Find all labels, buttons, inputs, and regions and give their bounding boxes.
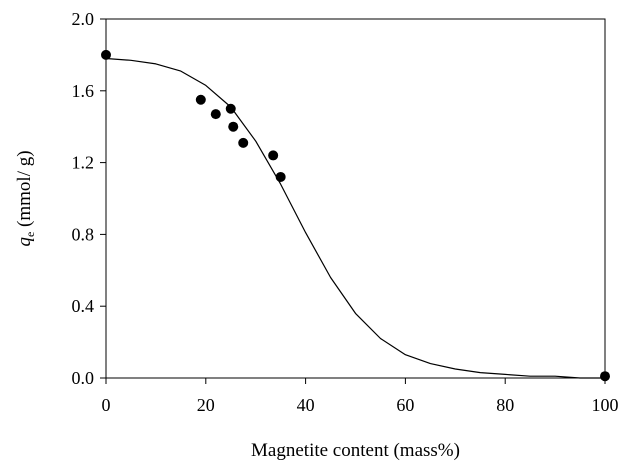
data-point bbox=[228, 121, 239, 132]
data-point bbox=[275, 171, 286, 182]
y-tick-label: 1.2 bbox=[72, 153, 95, 173]
y-tick-label: 0.4 bbox=[72, 296, 95, 316]
data-point bbox=[195, 94, 206, 105]
y-tick-label: 1.6 bbox=[72, 81, 95, 101]
plot-layer: 0 20 40 60 80 100 0.0 0.4 0.8 1.2 1.6 2.0 bbox=[72, 9, 619, 415]
y-tick-label: 0.8 bbox=[72, 224, 95, 244]
data-point bbox=[268, 150, 279, 161]
fitted-curve-line bbox=[105, 57, 605, 379]
y-axis-label: qe (mmol/ g) bbox=[14, 150, 37, 246]
y-axis-label-symbol: q bbox=[14, 237, 35, 247]
x-tick-label: 40 bbox=[297, 395, 315, 415]
x-tick-label: 60 bbox=[396, 395, 414, 415]
y-axis-label-subscript: e bbox=[23, 232, 37, 237]
data-point bbox=[101, 49, 111, 60]
plot-frame bbox=[105, 18, 606, 379]
y-axis-label-unit: (mmol/ g) bbox=[14, 150, 35, 231]
data-point bbox=[210, 109, 221, 120]
x-tick-label: 80 bbox=[496, 395, 514, 415]
data-point bbox=[225, 103, 236, 114]
data-point bbox=[600, 371, 610, 382]
x-tick-label: 20 bbox=[197, 395, 215, 415]
data-point bbox=[238, 137, 249, 148]
x-axis-label: Magnetite content (mass%) bbox=[251, 440, 460, 461]
y-tick-label: 0.0 bbox=[72, 368, 95, 388]
y-tick-label: 2.0 bbox=[72, 9, 95, 29]
x-tick-label: 100 bbox=[592, 395, 619, 415]
x-tick-label: 0 bbox=[102, 395, 111, 415]
